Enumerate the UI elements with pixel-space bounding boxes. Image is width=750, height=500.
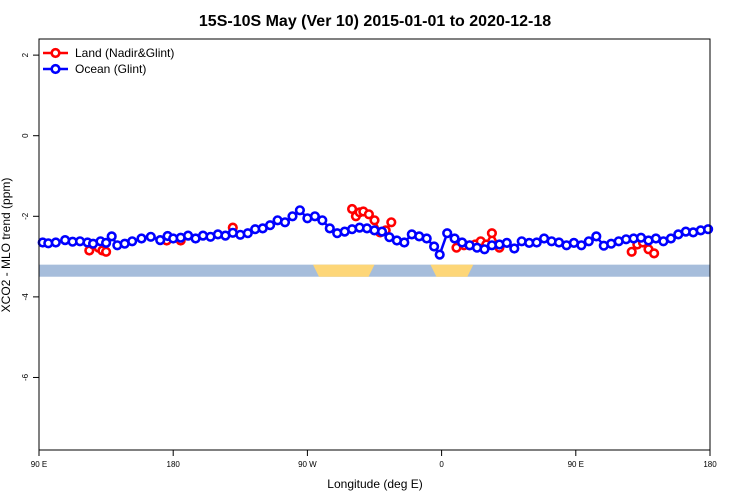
x-tick-label: 90 E	[568, 460, 584, 469]
series-ocean-point	[324, 223, 335, 234]
series-ocean-point	[100, 237, 112, 248]
series-ocean-point	[155, 235, 166, 246]
land-span-0	[312, 264, 375, 277]
x-tick-label: 0	[439, 460, 444, 469]
y-axis: 2 0 -2 -4 -6	[21, 52, 39, 381]
y-tick-label: -4	[21, 293, 30, 301]
legend-marker-ocean	[50, 63, 61, 75]
series-ocean-point	[287, 211, 298, 222]
legend-entry-land: Land (Nadir&Glint)	[43, 46, 174, 60]
series-ocean-point	[376, 226, 388, 237]
series-ocean-point	[421, 233, 432, 244]
series-ocean-point	[576, 240, 587, 251]
series-land-point	[486, 228, 498, 239]
series-ocean-point	[583, 236, 594, 247]
series-ocean-point	[434, 249, 445, 260]
series-ocean-point	[309, 211, 321, 222]
x-tick-label: 180	[703, 460, 717, 469]
series-ocean-point	[127, 236, 138, 247]
y-tick-label: -6	[21, 373, 30, 381]
y-axis-label: XCO2 - MLO trend (ppm)	[0, 178, 13, 313]
x-axis-label: Longitude (deg E)	[327, 477, 422, 491]
series-layer	[37, 203, 714, 260]
legend-label-ocean: Ocean (Glint)	[75, 62, 146, 76]
series-ocean-point	[294, 205, 306, 216]
series-ocean-point	[442, 228, 453, 239]
series-ocean-point	[479, 244, 490, 255]
series-ocean-point	[106, 231, 117, 242]
series-land-point	[386, 217, 397, 228]
series-ocean-point	[509, 243, 520, 254]
series-ocean-point	[531, 237, 542, 248]
series-land-point	[369, 215, 380, 226]
series-ocean-point	[50, 237, 61, 248]
series-ocean	[37, 205, 714, 260]
series-land-point	[648, 248, 660, 259]
legend-label-land: Land (Nadir&Glint)	[75, 46, 174, 60]
y-tick-label: 2	[21, 52, 30, 57]
series-ocean-point	[702, 224, 714, 235]
series-land-point	[363, 209, 375, 220]
legend-entry-ocean: Ocean (Glint)	[43, 62, 146, 76]
legend-marker-land	[50, 47, 61, 59]
plot-area	[37, 203, 714, 277]
x-axis: 90 E 180 90 W 0 90 E 180	[31, 450, 717, 469]
y-tick-label: 0	[21, 133, 30, 138]
plot-frame	[38, 38, 711, 451]
land-span-1	[430, 264, 474, 277]
series-ocean-point	[501, 237, 512, 248]
series-land-point	[626, 246, 637, 257]
x-tick-label: 90 W	[298, 460, 317, 469]
ocean-band	[39, 264, 710, 277]
series-ocean-point	[242, 228, 253, 239]
y-tick-label: -2	[21, 212, 30, 220]
chart-title: 15S-10S May (Ver 10) 2015-01-01 to 2020-…	[199, 13, 551, 30]
series-ocean-point	[591, 231, 602, 242]
legend: Land (Nadir&Glint) Ocean (Glint)	[43, 46, 174, 76]
series-ocean-point	[665, 233, 677, 244]
land-ocean-mask	[39, 264, 710, 277]
series-ocean-point	[429, 241, 440, 252]
series-ocean-point	[136, 233, 147, 244]
series-ocean-point	[317, 215, 328, 226]
series-land-point	[100, 246, 112, 257]
x-tick-label: 180	[167, 460, 181, 469]
series-ocean-point	[399, 237, 410, 248]
series-ocean-point	[279, 217, 291, 228]
x-tick-label: 90 E	[31, 460, 47, 469]
series-ocean-point	[265, 220, 276, 231]
series-ocean-point	[449, 233, 460, 244]
series-ocean-point	[145, 231, 156, 242]
